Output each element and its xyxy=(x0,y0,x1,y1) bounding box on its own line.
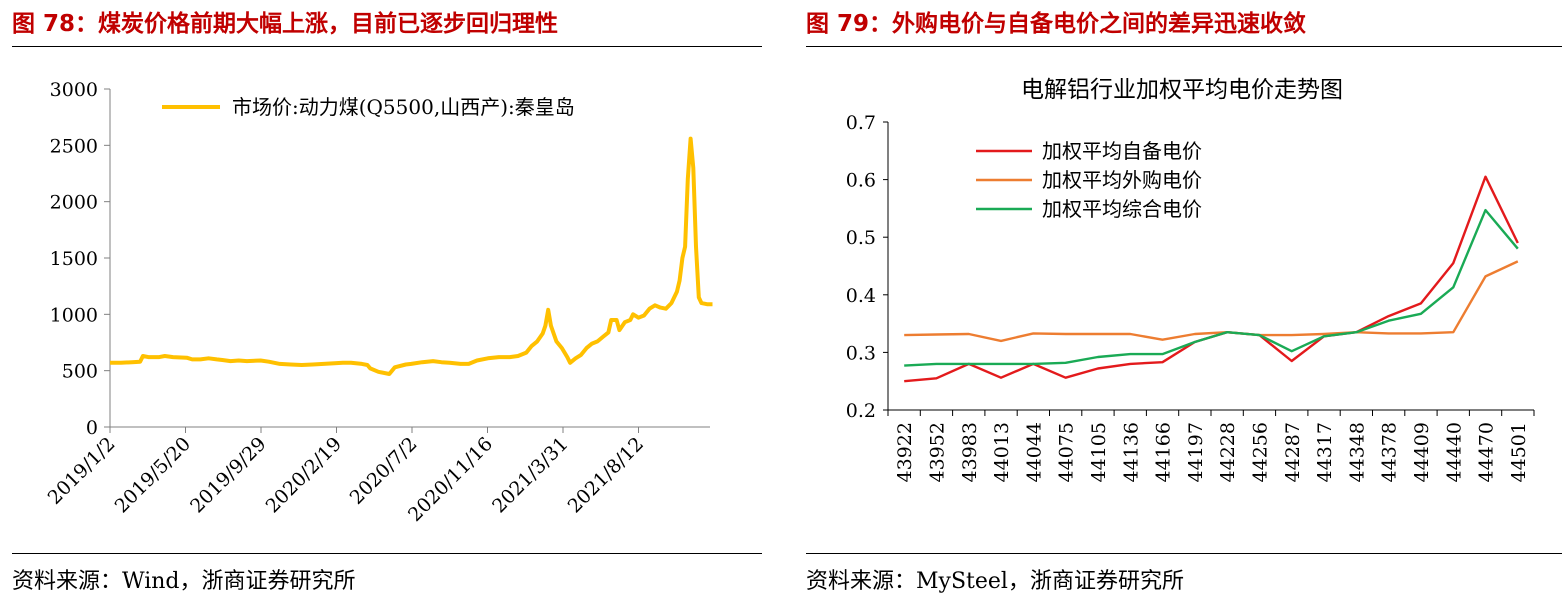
y-tick-label: 0 xyxy=(86,417,98,439)
y-tick-label: 2000 xyxy=(50,192,98,214)
coal-price-panel: 图 78：煤炭价格前期大幅上涨，目前已逐步回归理性 0 500 1000 1500 20… xyxy=(0,0,770,607)
coal-price-chart: 0 500 1000 1500 2000 2500 3000 2019/1/22019/5/2… xyxy=(44,79,713,526)
x-tick-label: 43922 xyxy=(894,422,916,482)
bottom-rule xyxy=(12,553,762,554)
x-tick-label: 2020/7/2 xyxy=(346,433,422,509)
y-tick-label: 0.6 xyxy=(846,170,876,192)
x-tick-label: 2021/8/12 xyxy=(564,433,648,517)
y-tick-label: 2500 xyxy=(50,135,98,157)
x-tick-label: 44470 xyxy=(1476,422,1498,482)
x-tick-label: 44105 xyxy=(1088,422,1110,482)
y-tick-label: 1000 xyxy=(50,304,98,326)
x-tick-label: 2020/2/19 xyxy=(262,433,346,517)
figure-78-title: 图 78：煤炭价格前期大幅上涨，目前已逐步回归理性 xyxy=(12,11,559,37)
x-tick-label: 44348 xyxy=(1346,422,1368,482)
y-tick-label: 3000 xyxy=(50,79,98,101)
figure-79-title: 图 79：外购电价与自备电价之间的差异迅速收敛 xyxy=(806,11,1307,37)
x-tick-label: 44075 xyxy=(1056,422,1078,482)
x-tick-label: 44197 xyxy=(1185,422,1207,482)
figure-79-source: 资料来源：MySteel，浙商证券研究所 xyxy=(806,569,1184,594)
x-tick-label: 43952 xyxy=(926,422,948,482)
x-tick-label: 44409 xyxy=(1411,422,1433,482)
y-tick-label: 0.2 xyxy=(846,400,876,422)
legend-label: 加权平均自备电价 xyxy=(1042,139,1202,163)
x-tick-label: 2019/5/20 xyxy=(111,433,195,517)
top-rule xyxy=(806,46,1562,47)
x-tick-label: 44287 xyxy=(1282,422,1304,482)
x-tick-label: 2019/1/2 xyxy=(44,433,120,509)
top-rule xyxy=(12,46,762,47)
legend-label: 加权平均综合电价 xyxy=(1042,197,1202,221)
x-tick-label: 44136 xyxy=(1120,422,1142,482)
y-tick-label: 1500 xyxy=(50,248,98,270)
y-tick-label: 0.3 xyxy=(846,342,876,364)
x-tick-label: 2021/3/31 xyxy=(488,433,572,517)
x-tick-label: 44501 xyxy=(1508,422,1530,482)
x-tick-label: 44166 xyxy=(1153,422,1175,482)
x-tick-label: 44013 xyxy=(991,422,1013,482)
x-tick-label: 43983 xyxy=(959,422,981,482)
x-tick-label: 2019/9/29 xyxy=(186,433,270,517)
x-tick-label: 44440 xyxy=(1443,422,1465,482)
x-tick-label: 44378 xyxy=(1379,422,1401,482)
x-tick-label: 44256 xyxy=(1249,422,1271,482)
figure-78-source: 资料来源：Wind，浙商证券研究所 xyxy=(12,569,356,594)
electricity-price-panel: 图 79：外购电价与自备电价之间的差异迅速收敛 电解铝行业加权平均电价走势图 0.… xyxy=(800,0,1566,607)
y-tick-label: 0.7 xyxy=(846,112,876,134)
series-line-coal-price xyxy=(110,136,713,376)
y-tick-label: 0.4 xyxy=(846,285,876,307)
y-tick-label: 500 xyxy=(62,361,98,383)
legend-label: 加权平均外购电价 xyxy=(1042,168,1202,192)
x-tick-label: 44044 xyxy=(1023,422,1045,482)
legend-label: 市场价:动力煤(Q5500,山西产):秦皇岛 xyxy=(232,95,575,119)
y-tick-label: 0.5 xyxy=(846,227,876,249)
series-line-3 xyxy=(904,208,1519,367)
series-line-1 xyxy=(904,175,1519,383)
bottom-rule xyxy=(806,553,1562,554)
x-tick-label: 44228 xyxy=(1217,422,1239,482)
x-tick-label: 44317 xyxy=(1314,422,1336,482)
chart-title: 电解铝行业加权平均电价走势图 xyxy=(1021,77,1343,103)
electricity-price-chart: 电解铝行业加权平均电价走势图 0.2 0.3 0.4 0.5 0.6 0.7 43922 439… xyxy=(846,77,1535,482)
series-line-2 xyxy=(904,260,1519,343)
